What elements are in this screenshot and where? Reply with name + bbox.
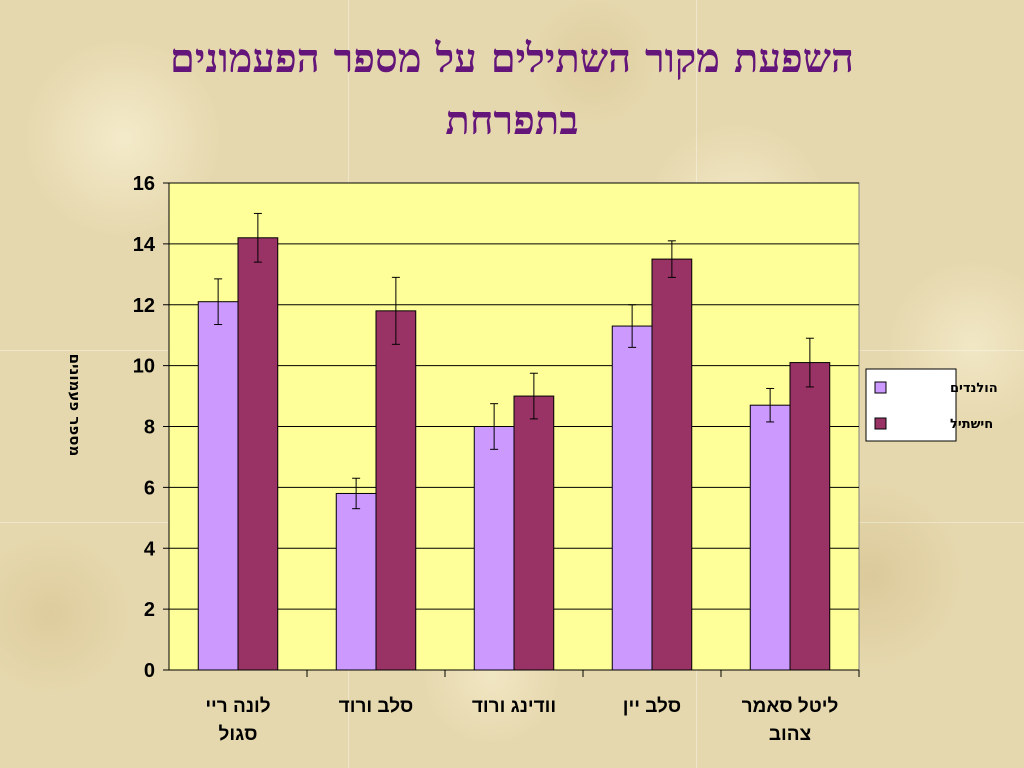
y-tick-label: 14 (133, 234, 156, 256)
y-tick-label: 6 (144, 477, 155, 499)
bar-series2 (513, 395, 555, 671)
legend-box (865, 368, 957, 442)
x-category-label: סגול (219, 724, 258, 745)
y-tick-label: 8 (144, 417, 155, 439)
y-tick-label: 12 (133, 295, 155, 317)
bar-series1 (197, 301, 239, 671)
x-category-label: סלב ורוד (339, 696, 414, 717)
y-tick-label: 4 (144, 538, 156, 560)
y-tick-label: 16 (133, 173, 155, 195)
y-tick-label: 0 (144, 660, 155, 682)
bar-series1 (335, 492, 377, 671)
legend-label: חישתיל (950, 417, 993, 432)
x-category-label: צהוב (769, 724, 811, 745)
bar-series2 (237, 237, 279, 671)
bar-series1 (473, 426, 515, 671)
x-category-label: סלב יין (623, 696, 681, 717)
x-category-label: וודינג ורוד (472, 696, 556, 717)
legend-swatch (874, 417, 887, 430)
bar-series2 (651, 258, 693, 671)
bar-series2 (789, 362, 831, 671)
x-category-label: ליטל סאמר (742, 696, 839, 717)
bar-series2 (375, 310, 417, 671)
y-axis-title: מספר פעמונים (66, 354, 84, 457)
bar-series1 (749, 404, 791, 671)
x-category-label: לונה ריי (205, 696, 270, 717)
y-tick-label: 2 (144, 599, 155, 621)
legend-label: הולנדים (950, 381, 998, 396)
legend-swatch (874, 381, 887, 394)
y-tick-label: 10 (133, 356, 155, 378)
bar-series1 (611, 325, 653, 671)
slide-title: השפעת מקור השתילים על מספר הפעמונים בתפר… (169, 35, 855, 144)
